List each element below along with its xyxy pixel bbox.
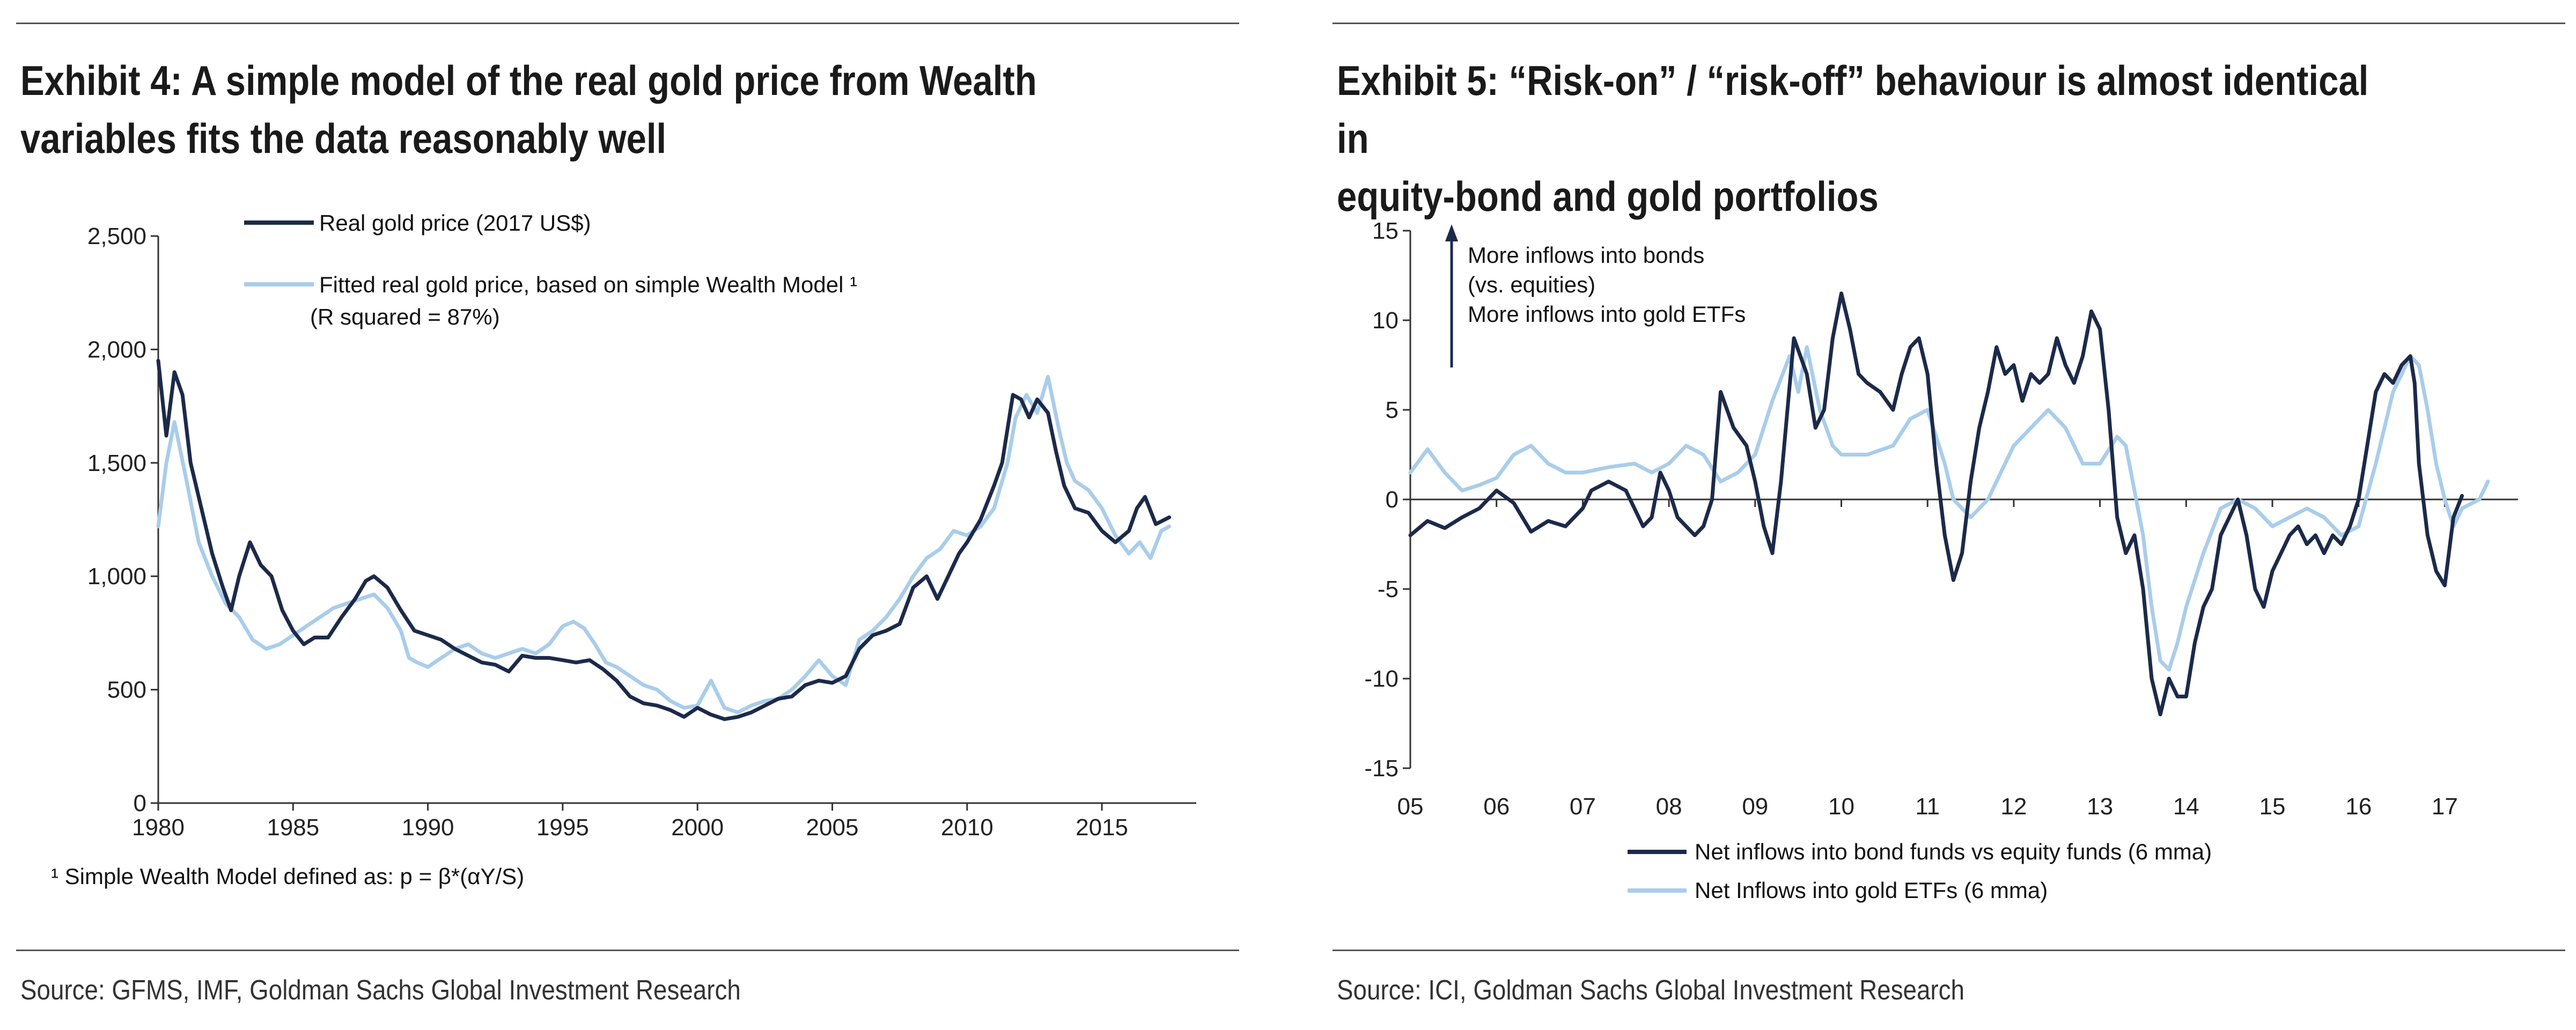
y-tick-label: 500 (107, 677, 146, 703)
exhibit-5-panel: Exhibit 5: “Risk-on” / “risk-off” behavi… (1316, 0, 2576, 1030)
y-tick-label: -10 (1364, 666, 1399, 692)
x-tick-label: 1985 (267, 814, 319, 841)
annotation-line: More inflows into gold ETFs (1468, 301, 1746, 327)
title-line: equity-bond and gold portfolios (1337, 173, 1879, 220)
x-tick-label: 17 (2432, 793, 2458, 820)
source-note: Source: GFMS, IMF, Goldman Sachs Global … (20, 975, 741, 1006)
x-tick-label: 2000 (671, 814, 724, 841)
exhibit-5-title: Exhibit 5: “Risk-on” / “risk-off” behavi… (1337, 52, 2398, 225)
x-tick-label: 08 (1656, 793, 1682, 820)
footnote: ¹ Simple Wealth Model defined as: p = β*… (51, 864, 524, 889)
series-line-light (1408, 345, 2490, 672)
x-tick-label: 09 (1742, 793, 1768, 820)
bottom-rule (16, 950, 1239, 951)
legend: Real gold price (2017 US$) Fitted real g… (244, 210, 857, 329)
x-tick-label: 15 (2259, 793, 2286, 820)
title-line: Exhibit 5: “Risk-on” / “risk-off” behavi… (1337, 57, 2369, 162)
title-line: variables fits the data reasonably well (20, 115, 667, 162)
y-tick-label: 5 (1386, 397, 1399, 423)
axes: 0 500 1,000 1,500 2,000 2,500 1980 1985 1990 1995… (87, 223, 1196, 841)
exhibit-4-panel: Exhibit 4: A simple model of the real go… (0, 0, 1250, 1030)
y-tick-label: 1,000 (87, 563, 146, 590)
title-line: Exhibit 4: A simple model of the real go… (20, 57, 1037, 104)
series-line-light (156, 374, 1172, 715)
x-tick-label: 10 (1828, 793, 1854, 820)
exhibit-4-chart: 0 500 1,000 1,500 2,000 2,500 1980 1985 1990 1995… (51, 210, 1196, 889)
top-rule (16, 23, 1239, 24)
y-tick-label: 1,500 (87, 450, 146, 476)
legend-label-bond-vs-equity: Net inflows into bond funds vs equity fu… (1695, 839, 2212, 864)
series-group (156, 359, 1172, 722)
x-tick-label: 1995 (536, 814, 589, 841)
y-tick-label: 2,500 (87, 223, 146, 249)
y-tick-label: -15 (1364, 755, 1399, 782)
y-tick-label: 15 (1372, 218, 1399, 244)
legend-label-gold-etf: Net Inflows into gold ETFs (6 mma) (1695, 878, 2048, 903)
series-line-dark (1408, 291, 2464, 717)
x-tick-label: 07 (1570, 793, 1596, 820)
x-tick-label: 12 (2000, 793, 2027, 820)
annotation-line: (vs. equities) (1468, 272, 1595, 297)
bottom-rule (1333, 950, 2565, 951)
top-rule (1333, 23, 2565, 24)
legend-label-real-gold-price: Real gold price (2017 US$) (319, 210, 591, 236)
annotation: More inflows into bonds (vs. equities) M… (1445, 224, 1746, 367)
y-tick-label: 0 (1386, 487, 1399, 513)
legend-label-fitted-price: Fitted real gold price, based on simple … (319, 272, 857, 297)
annotation-line: More inflows into bonds (1468, 242, 1704, 268)
x-tick-label: 11 (1915, 793, 1940, 820)
y-tick-label: 0 (134, 790, 146, 816)
x-tick-label: 06 (1483, 793, 1510, 820)
x-tick-label: 2015 (1076, 814, 1128, 841)
x-tick-label: 14 (2173, 793, 2199, 820)
x-tick-label: 2010 (941, 814, 993, 841)
arrow-up-icon (1445, 224, 1458, 241)
x-tick-label: 13 (2087, 793, 2113, 820)
source-note: Source: ICI, Goldman Sachs Global Invest… (1337, 975, 1964, 1006)
y-tick-label: -5 (1378, 576, 1399, 602)
legend: Net inflows into bond funds vs equity fu… (1628, 839, 2212, 903)
y-tick-label: 10 (1372, 307, 1399, 334)
x-tick-label: 1990 (402, 814, 454, 841)
exhibit-4-title: Exhibit 4: A simple model of the real go… (20, 52, 1054, 167)
y-tick-label: 2,000 (87, 336, 146, 363)
x-tick-label: 16 (2345, 793, 2372, 820)
series-line-dark (156, 359, 1172, 722)
exhibit-5-chart: 15 10 5 0 -5 -10 -15 05 06 07 08 09 10 11 12 13 14 15 16 17… (1364, 218, 2518, 903)
series-group (1408, 291, 2490, 717)
axes: 15 10 5 0 -5 -10 -15 05 06 07 08 09 10 11 12 13 14 15 16 17 (1364, 218, 2518, 820)
x-tick-label: 1980 (132, 814, 185, 841)
x-tick-label: 2005 (806, 814, 859, 841)
legend-label-r-squared: (R squared = 87%) (310, 304, 500, 329)
x-tick-label: 05 (1397, 793, 1424, 820)
